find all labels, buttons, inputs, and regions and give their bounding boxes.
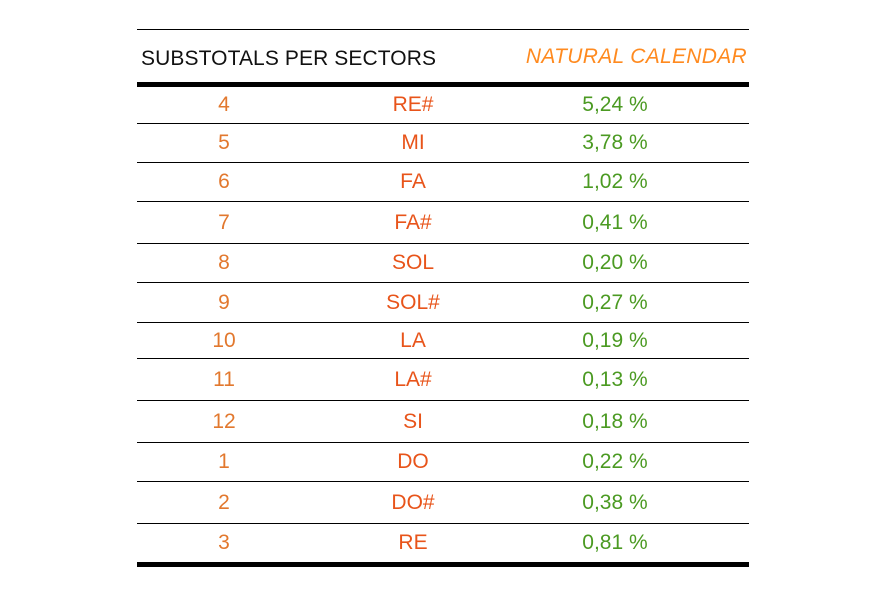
substotals-table: SUBSTOTALS PER SECTORS NATURAL CALENDAR … bbox=[137, 29, 749, 567]
sector-number: 7 bbox=[218, 210, 230, 234]
sector-percent: 0,18 % bbox=[582, 409, 648, 433]
sector-number: 6 bbox=[218, 170, 230, 193]
sector-number: 9 bbox=[218, 290, 230, 314]
table-row: 9 SOL# 0,27 % bbox=[137, 283, 749, 323]
sector-note: FA bbox=[400, 170, 426, 193]
sector-note: LA bbox=[400, 328, 426, 352]
sector-percent: 0,13 % bbox=[582, 367, 648, 391]
table-row: 1 DO 0,22 % bbox=[137, 443, 749, 482]
sector-percent: 0,81 % bbox=[582, 531, 648, 554]
sector-note: RE# bbox=[392, 93, 434, 116]
header-right-title: NATURAL CALENDAR bbox=[525, 45, 747, 68]
sector-number: 1 bbox=[218, 450, 230, 473]
sector-percent: 3,78 % bbox=[582, 131, 648, 154]
sector-note: DO# bbox=[391, 490, 435, 514]
sector-note: FA# bbox=[394, 210, 432, 234]
sector-percent: 5,24 % bbox=[582, 93, 648, 116]
table-row: 7 FA# 0,41 % bbox=[137, 202, 749, 244]
table-header: SUBSTOTALS PER SECTORS NATURAL CALENDAR bbox=[137, 30, 749, 82]
sector-note: SOL# bbox=[386, 290, 440, 314]
sector-percent: 1,02 % bbox=[582, 170, 648, 193]
sector-note: MI bbox=[401, 131, 425, 154]
table-row: 6 FA 1,02 % bbox=[137, 163, 749, 202]
table-row: 8 SOL 0,20 % bbox=[137, 244, 749, 283]
sector-note: SI bbox=[403, 409, 423, 433]
sector-percent: 0,41 % bbox=[582, 210, 648, 234]
table-row: 11 LA# 0,13 % bbox=[137, 359, 749, 401]
sector-number: 11 bbox=[213, 367, 235, 391]
sector-percent: 0,22 % bbox=[582, 450, 648, 473]
sector-number: 10 bbox=[212, 328, 236, 352]
header-thick-rule bbox=[137, 82, 749, 87]
sector-note: RE bbox=[398, 531, 428, 554]
sector-percent: 0,27 % bbox=[582, 290, 648, 314]
sector-number: 8 bbox=[218, 251, 230, 274]
table-row: 10 LA 0,19 % bbox=[137, 323, 749, 359]
sector-number: 5 bbox=[218, 131, 230, 154]
table-row: 5 MI 3,78 % bbox=[137, 124, 749, 163]
sector-percent: 0,19 % bbox=[582, 328, 648, 352]
header-left-title: SUBSTOTALS PER SECTORS bbox=[141, 47, 437, 70]
table-row: 12 SI 0,18 % bbox=[137, 401, 749, 443]
table-body: 4 RE# 5,24 % 5 MI 3,78 % 6 FA 1,02 % 7 F… bbox=[137, 87, 749, 562]
sector-note: LA# bbox=[394, 367, 432, 391]
sector-percent: 0,38 % bbox=[582, 490, 648, 514]
sector-number: 12 bbox=[212, 409, 236, 433]
top-rule bbox=[137, 29, 749, 30]
sector-note: SOL bbox=[391, 251, 435, 274]
sector-number: 4 bbox=[218, 93, 230, 116]
table-row: 3 RE 0,81 % bbox=[137, 524, 749, 562]
sector-number: 2 bbox=[218, 490, 230, 514]
table-row: 4 RE# 5,24 % bbox=[137, 87, 749, 124]
sector-percent: 0,20 % bbox=[582, 251, 648, 274]
footer-thick-rule bbox=[137, 562, 749, 567]
sector-note: DO bbox=[397, 450, 429, 473]
table-row: 2 DO# 0,38 % bbox=[137, 482, 749, 524]
sector-number: 3 bbox=[218, 531, 230, 554]
